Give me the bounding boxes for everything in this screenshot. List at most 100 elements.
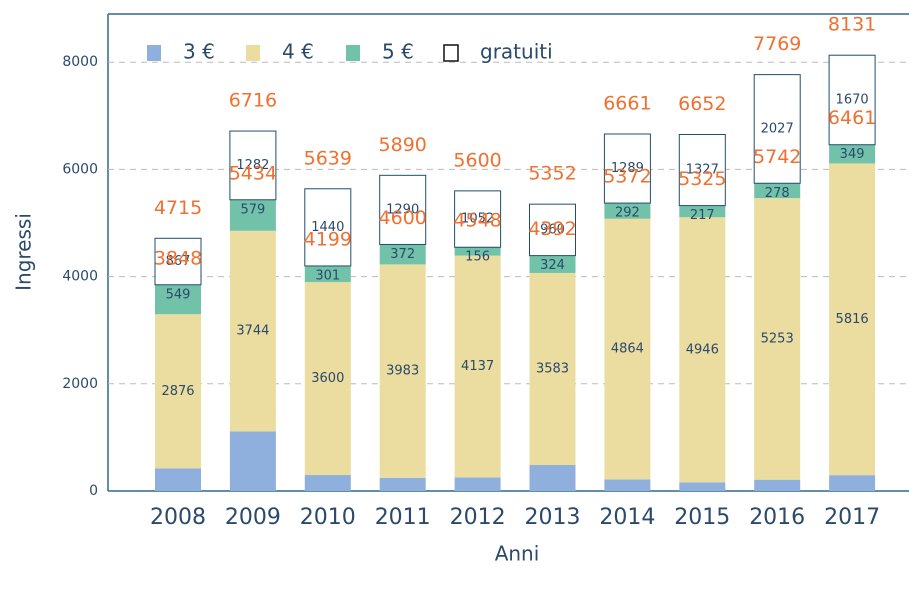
paid-total-label: 5325 (678, 168, 726, 190)
segment-label: 3744 (236, 324, 269, 339)
paid-total-label: 5434 (229, 162, 277, 184)
bar-segment (828, 54, 876, 146)
segment-label: 579 (240, 202, 265, 217)
bar-segment (604, 218, 651, 480)
bar-segment (155, 468, 201, 491)
bar-segment (454, 255, 501, 478)
x-tick-label: 2009 (225, 505, 281, 530)
total-label: 6716 (229, 90, 277, 112)
x-tick-label: 2014 (599, 505, 655, 530)
segment-label: 5816 (836, 312, 869, 327)
x-tick-label: 2008 (150, 505, 206, 530)
bar-segment (754, 198, 801, 480)
segment-label: 867 (166, 254, 191, 269)
segment-label: 1282 (236, 158, 269, 173)
segment-label: 1670 (836, 92, 869, 107)
segment-label: 4864 (611, 342, 644, 357)
segment-label: 4137 (461, 359, 494, 374)
bar-segment (155, 284, 201, 315)
total-label: 6661 (603, 93, 651, 115)
bar-segment (603, 133, 651, 204)
bar-segment (379, 244, 426, 265)
total-label: 6652 (678, 93, 726, 115)
total-label: 8131 (828, 14, 876, 36)
x-tick-label: 2015 (674, 505, 730, 530)
y-tick-label: 4000 (62, 269, 98, 285)
segment-label: 1440 (311, 220, 344, 235)
segment-label: 301 (315, 268, 340, 283)
bar-segment (678, 133, 726, 207)
y-tick-label: 8000 (62, 54, 98, 70)
total-label: 4715 (154, 197, 202, 219)
segment-label: 5253 (761, 331, 794, 346)
legend-swatch (443, 44, 459, 62)
bar-segment (454, 190, 502, 248)
segment-label: 4946 (686, 342, 719, 357)
paid-total-label: 4548 (453, 210, 501, 232)
y-tick-label: 0 (89, 483, 98, 499)
paid-total-label: 6461 (828, 107, 876, 129)
x-tick-label: 2012 (450, 505, 506, 530)
bar-segment (304, 188, 352, 267)
segment-label: 1290 (386, 202, 419, 217)
y-tick-label: 6000 (62, 161, 98, 177)
segment-label: 3600 (311, 371, 344, 386)
x-axis-title: Anni (495, 542, 540, 566)
paid-total-label: 4392 (528, 218, 576, 240)
bar-segment (229, 230, 276, 432)
x-tick-label: 2013 (525, 505, 581, 530)
bar-segment (604, 479, 651, 491)
paid-total-label: 4600 (379, 207, 427, 229)
bar-segment (679, 482, 726, 491)
segment-label: 2876 (161, 384, 194, 399)
legend-label: 5 € (382, 40, 414, 64)
bar-segment (829, 144, 876, 164)
paid-total-label: 3848 (154, 247, 202, 269)
bar-segment (155, 314, 201, 469)
total-label: 5352 (528, 163, 576, 185)
segment-label: 3583 (536, 361, 569, 376)
segment-label: 292 (615, 206, 640, 221)
bar-segment (679, 217, 726, 483)
segment-label: 549 (166, 287, 191, 302)
x-tick-label: 2017 (824, 505, 880, 530)
x-tick-label: 2011 (375, 505, 431, 530)
paid-total-label: 4199 (304, 228, 352, 250)
bar-segment (754, 183, 801, 199)
legend-swatch (346, 45, 360, 61)
bar-segment (829, 475, 876, 491)
bar-segment (829, 163, 876, 476)
total-label: 5890 (379, 134, 427, 156)
bar-segment (304, 475, 351, 491)
bar-segment (379, 477, 426, 491)
bar-segment (454, 247, 501, 256)
legend-swatch (147, 45, 161, 61)
x-tick-label: 2010 (300, 505, 356, 530)
segment-label: 324 (540, 258, 565, 273)
bar-segment (229, 130, 277, 201)
total-label: 7769 (753, 33, 801, 55)
segment-label: 2027 (761, 121, 794, 136)
legend-label: 4 € (282, 40, 314, 64)
x-tick-label: 2016 (749, 505, 805, 530)
legend-swatch (246, 45, 260, 61)
legend-label: gratuiti (480, 40, 553, 64)
bar-segment (379, 174, 427, 245)
y-axis-title: Ingressi (12, 213, 36, 291)
segment-label: 217 (690, 208, 715, 223)
segment-label: 372 (390, 247, 415, 262)
y-tick-label: 2000 (62, 376, 98, 392)
segment-label: 1289 (611, 161, 644, 176)
bar-segment (754, 479, 801, 491)
bar-segment (229, 199, 276, 231)
total-label: 5639 (304, 147, 352, 169)
segment-label: 960 (540, 222, 565, 237)
legend-label: 3 € (183, 40, 215, 64)
segment-label: 3983 (386, 364, 419, 379)
bar-segment (454, 477, 501, 491)
bar-segment (529, 465, 576, 491)
bar-segment (304, 282, 351, 476)
segment-label: 349 (840, 147, 865, 162)
bar-segment (379, 264, 426, 478)
